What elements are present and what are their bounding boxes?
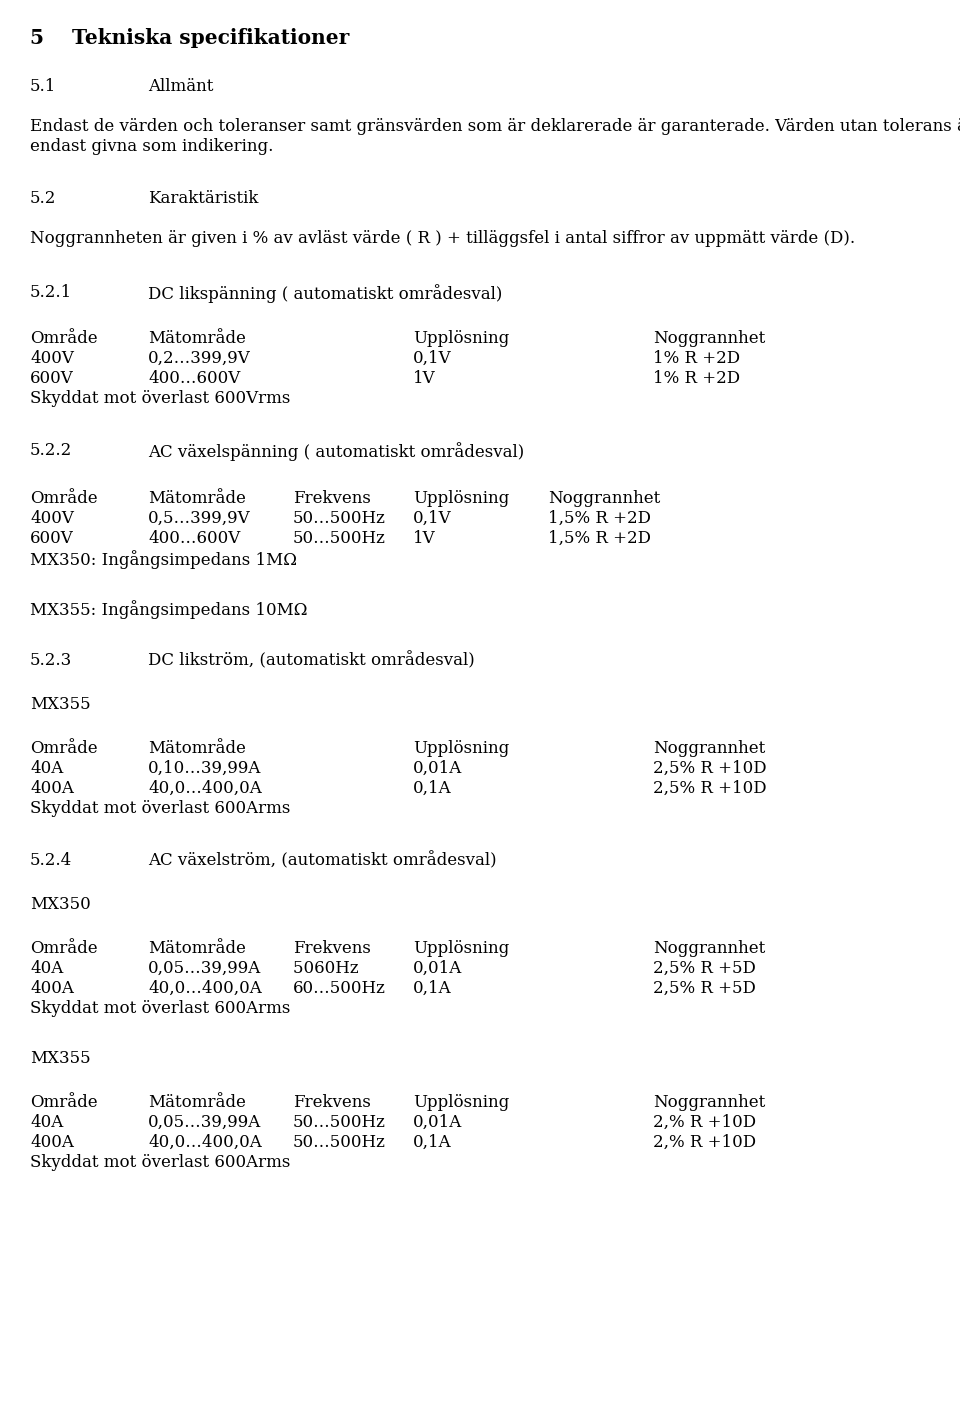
Text: 0,05…39,99A: 0,05…39,99A <box>148 1115 261 1131</box>
Text: Upplösning: Upplösning <box>413 1093 509 1112</box>
Text: Upplösning: Upplösning <box>413 740 509 757</box>
Text: 400…600V: 400…600V <box>148 371 240 387</box>
Text: 0,01A: 0,01A <box>413 960 463 976</box>
Text: Mätområde: Mätområde <box>148 330 246 347</box>
Text: 5.2.1: 5.2.1 <box>30 285 72 302</box>
Text: 400V: 400V <box>30 510 74 527</box>
Text: 400A: 400A <box>30 981 74 998</box>
Text: AC växelspänning ( automatiskt områdesval): AC växelspänning ( automatiskt områdesva… <box>148 442 524 461</box>
Text: 2,5% R +5D: 2,5% R +5D <box>653 981 756 998</box>
Text: Mätområde: Mätområde <box>148 490 246 507</box>
Text: MX350: Ingångsimpedans 1MΩ: MX350: Ingångsimpedans 1MΩ <box>30 550 297 569</box>
Text: 1,5% R +2D: 1,5% R +2D <box>548 510 651 527</box>
Text: 5.2.2: 5.2.2 <box>30 442 72 459</box>
Text: 5.2: 5.2 <box>30 190 57 207</box>
Text: MX355: MX355 <box>30 1050 90 1067</box>
Text: Upplösning: Upplösning <box>413 330 509 347</box>
Text: Noggrannhet: Noggrannhet <box>653 330 765 347</box>
Text: Noggrannheten är given i % av avläst värde ( R ) + tilläggsfel i antal siffror a: Noggrannheten är given i % av avläst vär… <box>30 230 855 247</box>
Text: MX355: Ingångsimpedans 10MΩ: MX355: Ingångsimpedans 10MΩ <box>30 600 307 619</box>
Text: Endast de värden och toleranser samt gränsvärden som är deklarerade är garantera: Endast de värden och toleranser samt grä… <box>30 118 960 135</box>
Text: 600V: 600V <box>30 530 74 547</box>
Text: MX350: MX350 <box>30 896 91 913</box>
Text: 2,% R +10D: 2,% R +10D <box>653 1134 756 1151</box>
Text: Område: Område <box>30 490 98 507</box>
Text: 400A: 400A <box>30 781 74 797</box>
Text: 50…500Hz: 50…500Hz <box>293 1134 386 1151</box>
Text: 40,0…400,0A: 40,0…400,0A <box>148 781 262 797</box>
Text: Område: Område <box>30 1093 98 1112</box>
Text: Noggrannhet: Noggrannhet <box>548 490 660 507</box>
Text: AC växelström, (automatiskt områdesval): AC växelström, (automatiskt områdesval) <box>148 852 496 869</box>
Text: Område: Område <box>30 740 98 757</box>
Text: 0,1A: 0,1A <box>413 981 451 998</box>
Text: 0,1V: 0,1V <box>413 349 451 366</box>
Text: 1V: 1V <box>413 530 436 547</box>
Text: endast givna som indikering.: endast givna som indikering. <box>30 138 274 155</box>
Text: 400…600V: 400…600V <box>148 530 240 547</box>
Text: 2,5% R +5D: 2,5% R +5D <box>653 960 756 976</box>
Text: 0,1A: 0,1A <box>413 781 451 797</box>
Text: 50⁣60Hz: 50⁣60Hz <box>293 960 359 976</box>
Text: Upplösning: Upplösning <box>413 490 509 507</box>
Text: 40A: 40A <box>30 960 63 976</box>
Text: 1,5% R +2D: 1,5% R +2D <box>548 530 651 547</box>
Text: 2,5% R +10D: 2,5% R +10D <box>653 759 767 776</box>
Text: 0,1V: 0,1V <box>413 510 451 527</box>
Text: 40A: 40A <box>30 759 63 776</box>
Text: 2,% R +10D: 2,% R +10D <box>653 1115 756 1131</box>
Text: 400A: 400A <box>30 1134 74 1151</box>
Text: 0,10…39,99A: 0,10…39,99A <box>148 759 261 776</box>
Text: 50…500Hz: 50…500Hz <box>293 530 386 547</box>
Text: 50…500Hz: 50…500Hz <box>293 510 386 527</box>
Text: 5    Tekniska specifikationer: 5 Tekniska specifikationer <box>30 28 349 48</box>
Text: Skyddat mot överlast 600Arms: Skyddat mot överlast 600Arms <box>30 1154 290 1171</box>
Text: 400V: 400V <box>30 349 74 366</box>
Text: 0,2…399,9V: 0,2…399,9V <box>148 349 251 366</box>
Text: 40A: 40A <box>30 1115 63 1131</box>
Text: Mätområde: Mätområde <box>148 740 246 757</box>
Text: DC likström, (automatiskt områdesval): DC likström, (automatiskt områdesval) <box>148 652 475 669</box>
Text: Upplösning: Upplösning <box>413 940 509 957</box>
Text: 2,5% R +10D: 2,5% R +10D <box>653 781 767 797</box>
Text: Frekvens: Frekvens <box>293 940 371 957</box>
Text: 1V: 1V <box>413 371 436 387</box>
Text: MX355: MX355 <box>30 696 90 713</box>
Text: 1% R +2D: 1% R +2D <box>653 349 740 366</box>
Text: 0,01A: 0,01A <box>413 759 463 776</box>
Text: 1% R +2D: 1% R +2D <box>653 371 740 387</box>
Text: Frekvens: Frekvens <box>293 1093 371 1112</box>
Text: 5.1: 5.1 <box>30 77 57 94</box>
Text: Noggrannhet: Noggrannhet <box>653 740 765 757</box>
Text: 0,5…399,9V: 0,5…399,9V <box>148 510 251 527</box>
Text: 50…500Hz: 50…500Hz <box>293 1115 386 1131</box>
Text: 600V: 600V <box>30 371 74 387</box>
Text: 60…500Hz: 60…500Hz <box>293 981 386 998</box>
Text: Mätområde: Mätområde <box>148 940 246 957</box>
Text: Noggrannhet: Noggrannhet <box>653 1093 765 1112</box>
Text: 0,05…39,99A: 0,05…39,99A <box>148 960 261 976</box>
Text: Allmänt: Allmänt <box>148 77 213 94</box>
Text: Skyddat mot överlast 600Vrms: Skyddat mot överlast 600Vrms <box>30 390 290 407</box>
Text: Område: Område <box>30 940 98 957</box>
Text: DC likspänning ( automatiskt områdesval): DC likspänning ( automatiskt områdesval) <box>148 285 502 303</box>
Text: Skyddat mot överlast 600Arms: Skyddat mot överlast 600Arms <box>30 800 290 817</box>
Text: Mätområde: Mätområde <box>148 1093 246 1112</box>
Text: Noggrannhet: Noggrannhet <box>653 940 765 957</box>
Text: Frekvens: Frekvens <box>293 490 371 507</box>
Text: 0,1A: 0,1A <box>413 1134 451 1151</box>
Text: 5.2.3: 5.2.3 <box>30 652 72 669</box>
Text: Område: Område <box>30 330 98 347</box>
Text: 0,01A: 0,01A <box>413 1115 463 1131</box>
Text: Karaktäristik: Karaktäristik <box>148 190 258 207</box>
Text: 40,0…400,0A: 40,0…400,0A <box>148 981 262 998</box>
Text: 5.2.4: 5.2.4 <box>30 852 72 869</box>
Text: 40,0…400,0A: 40,0…400,0A <box>148 1134 262 1151</box>
Text: Skyddat mot överlast 600Arms: Skyddat mot överlast 600Arms <box>30 1000 290 1017</box>
